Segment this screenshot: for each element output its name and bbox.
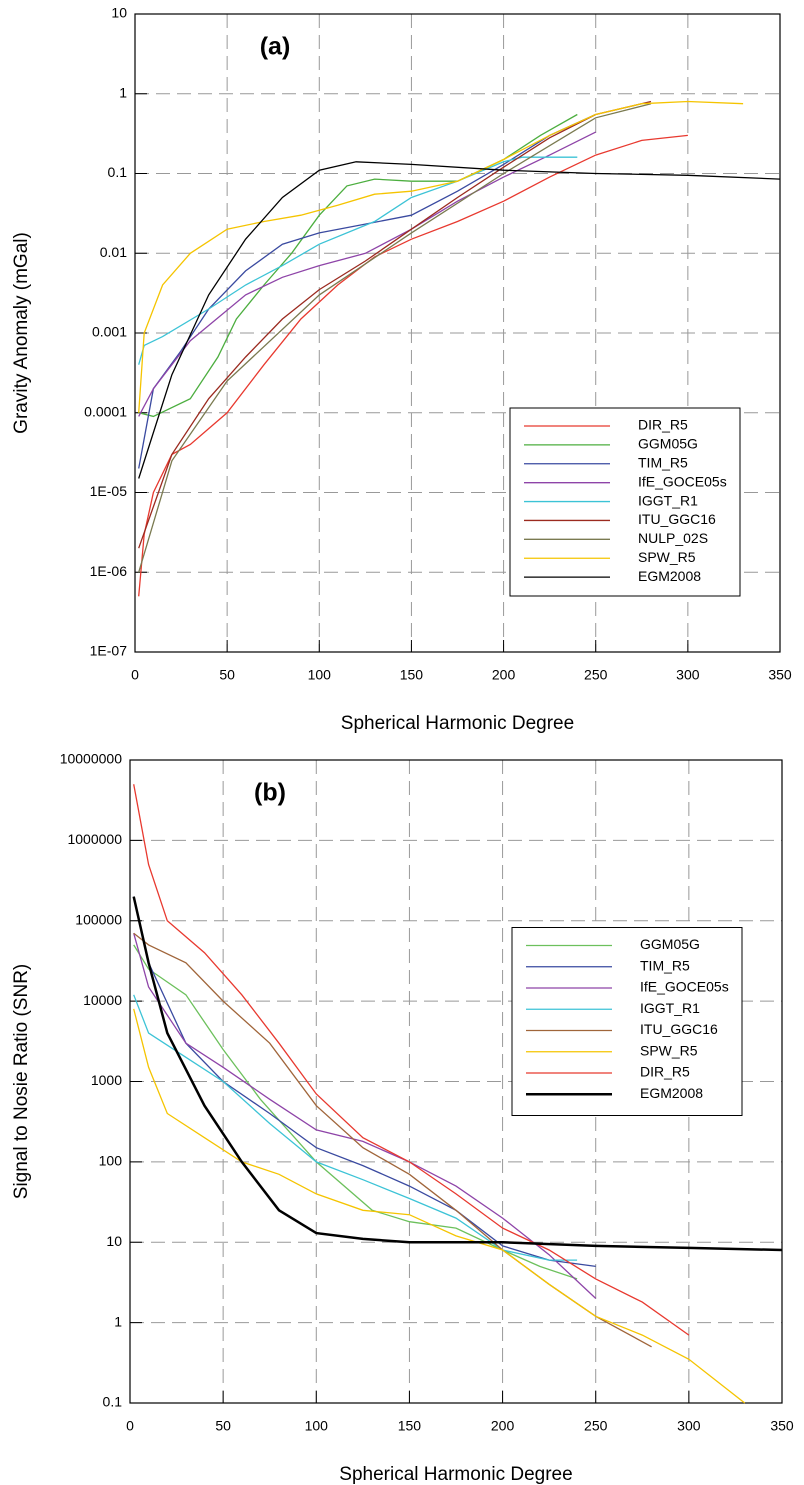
series-line <box>133 933 597 1299</box>
series-line <box>133 896 596 1268</box>
x-tick-label: 150 <box>398 1418 422 1434</box>
y-tick-label: 100000 <box>75 911 122 927</box>
plot-frame <box>134 13 781 653</box>
legend: DIR_R5 GGM05G TIM_R5 IfE_GOCE05s IGGT_R1 ITU_… <box>509 407 741 597</box>
x-tick-label: 250 <box>584 1418 608 1434</box>
x-tick-label: 50 <box>215 1418 231 1434</box>
x-tick-label: 350 <box>768 667 792 683</box>
series-line <box>138 100 744 413</box>
x-tick-label: 50 <box>219 667 235 683</box>
y-tick-label: 1E-05 <box>90 483 128 499</box>
legend-label: IGGT_R1 <box>640 1000 700 1016</box>
series-line <box>138 103 652 573</box>
series-line <box>138 113 596 469</box>
x-tick-label: 0 <box>126 1418 134 1434</box>
series-line <box>133 994 578 1261</box>
x-tick-label: 200 <box>491 1418 515 1434</box>
y-tick-label: 10 <box>111 5 127 21</box>
series-line <box>138 100 652 549</box>
x-axis-title: Spherical Harmonic Degree <box>339 1464 572 1485</box>
y-tick-label: 1 <box>114 1313 122 1329</box>
x-tick-label: 350 <box>770 1418 794 1434</box>
y-tick-label: 1E-07 <box>90 643 128 659</box>
legend-label: EGM2008 <box>638 568 701 584</box>
x-tick-label: 100 <box>308 667 332 683</box>
series-line <box>138 161 781 479</box>
y-tick-label: 100 <box>99 1153 123 1169</box>
series-line <box>138 156 578 365</box>
panel-label: (b) <box>254 779 286 807</box>
x-tick-label: 300 <box>676 667 700 683</box>
x-tick-label: 300 <box>677 1418 701 1434</box>
legend-label: GGM05G <box>640 936 700 952</box>
x-tick-label: 200 <box>492 667 516 683</box>
legend-label: GGM05G <box>638 436 698 452</box>
legend-label: SPW_R5 <box>640 1042 698 1058</box>
legend-label: IGGT_R1 <box>638 492 698 508</box>
y-axis-title: Gravity Anomaly (mGal) <box>11 232 32 434</box>
y-tick-label: 1 <box>119 84 127 100</box>
y-tick-label: 0.1 <box>103 1394 123 1410</box>
x-tick-label: 250 <box>584 667 608 683</box>
legend-label: NULP_02S <box>638 530 708 546</box>
legend-label: IfE_GOCE05s <box>638 473 727 489</box>
y-axis-title: Signal to Nosie Ratio (SNR) <box>11 964 32 1199</box>
y-tick-label: 0.0001 <box>84 403 127 419</box>
legend-label: IfE_GOCE05s <box>640 979 729 995</box>
y-tick-label: 10000000 <box>60 751 123 767</box>
y-tick-label: 1000 <box>91 1072 122 1088</box>
legend-label: ITU_GGC16 <box>640 1021 718 1037</box>
legend-label: SPW_R5 <box>638 549 696 565</box>
y-tick-label: 1000000 <box>67 831 122 847</box>
series-line <box>133 1008 746 1404</box>
x-tick-label: 150 <box>400 667 424 683</box>
x-tick-label: 100 <box>305 1418 329 1434</box>
plot-frame <box>129 759 783 1404</box>
legend-label: TIM_R5 <box>640 957 690 973</box>
legend-label: ITU_GGC16 <box>638 511 716 527</box>
series-line <box>138 134 688 597</box>
y-tick-label: 0.1 <box>108 164 128 180</box>
legend: GGM05G TIM_R5 IfE_GOCE05s IGGT_R1 ITU_GGC16 S… <box>511 927 743 1116</box>
y-tick-label: 1E-06 <box>90 563 128 579</box>
panel-label: (a) <box>260 33 291 61</box>
x-tick-label: 0 <box>131 667 139 683</box>
series-line <box>133 944 578 1280</box>
y-tick-label: 10 <box>106 1233 122 1249</box>
y-tick-label: 10000 <box>83 992 122 1008</box>
legend-label: DIR_R5 <box>638 417 688 433</box>
series-line <box>132 896 783 1252</box>
legend-label: DIR_R5 <box>640 1064 690 1080</box>
y-tick-label: 0.01 <box>100 244 127 260</box>
legend-box <box>511 927 743 1116</box>
x-axis-title: Spherical Harmonic Degree <box>341 713 574 734</box>
legend-label: EGM2008 <box>640 1085 703 1101</box>
y-tick-label: 0.001 <box>92 324 127 340</box>
legend-label: TIM_R5 <box>638 454 688 470</box>
series-line <box>133 784 690 1336</box>
